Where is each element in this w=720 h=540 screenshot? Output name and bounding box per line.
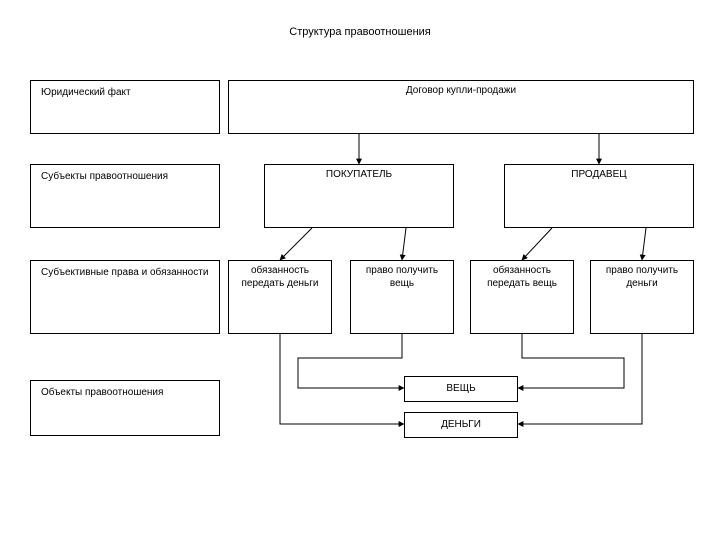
label: Договор купли-продажи <box>406 85 516 98</box>
box-seller: ПРОДАВЕЦ <box>504 164 694 228</box>
connector <box>298 334 404 388</box>
box-right-thing: право получить вещь <box>350 260 454 334</box>
label: обязанность передать вещь <box>477 265 567 290</box>
label: Субъекты правоотношения <box>41 171 168 184</box>
box-legal-fact-label: Юридический факт <box>30 80 220 134</box>
box-objects-label: Объекты правоотношения <box>30 380 220 436</box>
connector <box>642 228 646 260</box>
connector <box>280 228 312 260</box>
label: ДЕНЬГИ <box>441 419 481 432</box>
box-thing: ВЕЩЬ <box>404 376 518 402</box>
label: Объекты правоотношения <box>41 387 163 400</box>
connector <box>402 228 406 260</box>
box-right-money: право получить деньги <box>590 260 694 334</box>
connector <box>522 228 552 260</box>
box-contract: Договор купли-продажи <box>228 80 694 134</box>
label: ПРОДАВЕЦ <box>571 169 626 182</box>
box-subjects-label: Субъекты правоотношения <box>30 164 220 228</box>
label: ВЕЩЬ <box>446 383 475 396</box>
box-rights-label: Субъективные права и обязанности <box>30 260 220 334</box>
diagram-canvas: Структура правоотношения Юридический фак… <box>0 0 720 540</box>
box-money: ДЕНЬГИ <box>404 412 518 438</box>
box-duty-pay: обязанность передать деньги <box>228 260 332 334</box>
label: право получить деньги <box>597 265 687 290</box>
connector <box>518 334 642 424</box>
box-buyer: ПОКУПАТЕЛЬ <box>264 164 454 228</box>
label: ПОКУПАТЕЛЬ <box>326 169 392 182</box>
label: Субъективные права и обязанности <box>41 267 208 280</box>
connector <box>280 334 404 424</box>
label: право получить вещь <box>357 265 447 290</box>
label: Юридический факт <box>41 87 131 100</box>
diagram-title: Структура правоотношения <box>0 26 720 38</box>
connector <box>518 334 624 388</box>
label: обязанность передать деньги <box>235 265 325 290</box>
box-duty-thing: обязанность передать вещь <box>470 260 574 334</box>
